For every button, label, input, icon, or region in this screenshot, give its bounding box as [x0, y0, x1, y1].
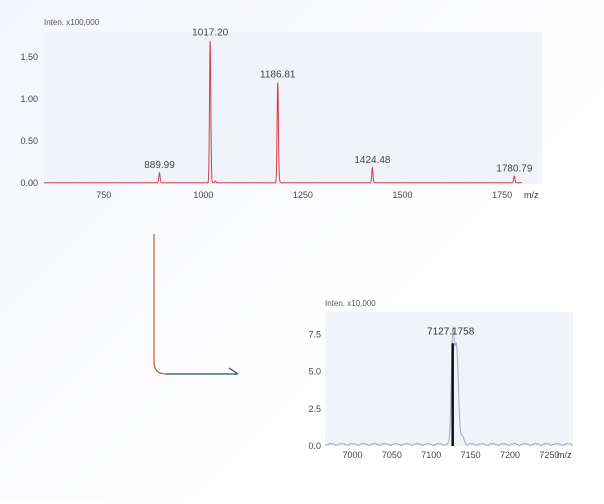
bottom-y-tick-label: 2.5: [308, 404, 321, 414]
top-y-unit-label: Inten. x100,000: [44, 18, 100, 27]
connector-horizontal: [166, 367, 239, 375]
top-y-tick-label: 0.00: [20, 178, 38, 188]
bottom-y-tick-label: 5.0: [308, 367, 321, 377]
connector-vertical: [153, 234, 167, 375]
bottom-plot-area: [325, 312, 573, 446]
top-peak-label: 889.99: [144, 160, 175, 171]
bottom-y-unit-label: Inten. x10,000: [325, 299, 376, 308]
bottom-x-unit-label: m/z: [557, 450, 572, 460]
bottom-y-tick-label: 7.5: [308, 329, 321, 339]
top-peak-label: 1017.20: [192, 27, 229, 38]
top-x-tick-label: 1750: [492, 190, 512, 200]
top-y-ticks: 0.00 0.50 1.00 1.50: [20, 52, 38, 188]
bottom-x-tick-label: 7200: [500, 450, 520, 460]
bottom-x-tick-label: 7050: [382, 450, 402, 460]
top-plot-area: [44, 32, 542, 184]
bottom-x-tick-label: 7000: [343, 450, 363, 460]
top-x-tick-label: 1250: [293, 190, 313, 200]
bottom-y-tick-label: 0.0: [308, 441, 321, 451]
top-y-tick-label: 1.00: [20, 94, 38, 104]
top-peak-label: 1186.81: [260, 69, 296, 80]
top-spectrum-line: [43, 41, 523, 184]
bottom-peak-labels: 7127.1758: [427, 326, 475, 337]
top-y-tick-label: 0.50: [20, 136, 38, 146]
top-x-tick-label: 750: [96, 190, 111, 200]
top-x-tick-label: 1500: [392, 190, 412, 200]
top-x-ticks: 750 1000 1250 1500 1750: [96, 190, 512, 200]
bottom-x-tick-label: 7100: [421, 450, 441, 460]
bottom-x-tick-label: 7150: [461, 450, 481, 460]
top-peak-label: 1780.79: [496, 163, 533, 174]
bottom-spectrum-line: [324, 326, 574, 447]
top-peak-label: 1424.48: [354, 155, 391, 166]
top-x-unit-label: m/z: [524, 190, 539, 200]
connector-arrow: [153, 234, 239, 375]
bottom-peak-label: 7127.1758: [427, 326, 475, 337]
top-y-tick-label: 1.50: [20, 52, 38, 62]
bottom-x-tick-label: 7250: [539, 450, 559, 460]
bottom-x-ticks: 7000 7050 7100 7150 7200 7250: [343, 450, 560, 460]
bottom-y-ticks: 0.0 2.5 5.0 7.5: [308, 329, 321, 451]
top-x-tick-label: 1000: [193, 190, 213, 200]
top-peak-labels: 889.99 1017.20 1186.81 1424.48 1780.79: [144, 27, 533, 174]
